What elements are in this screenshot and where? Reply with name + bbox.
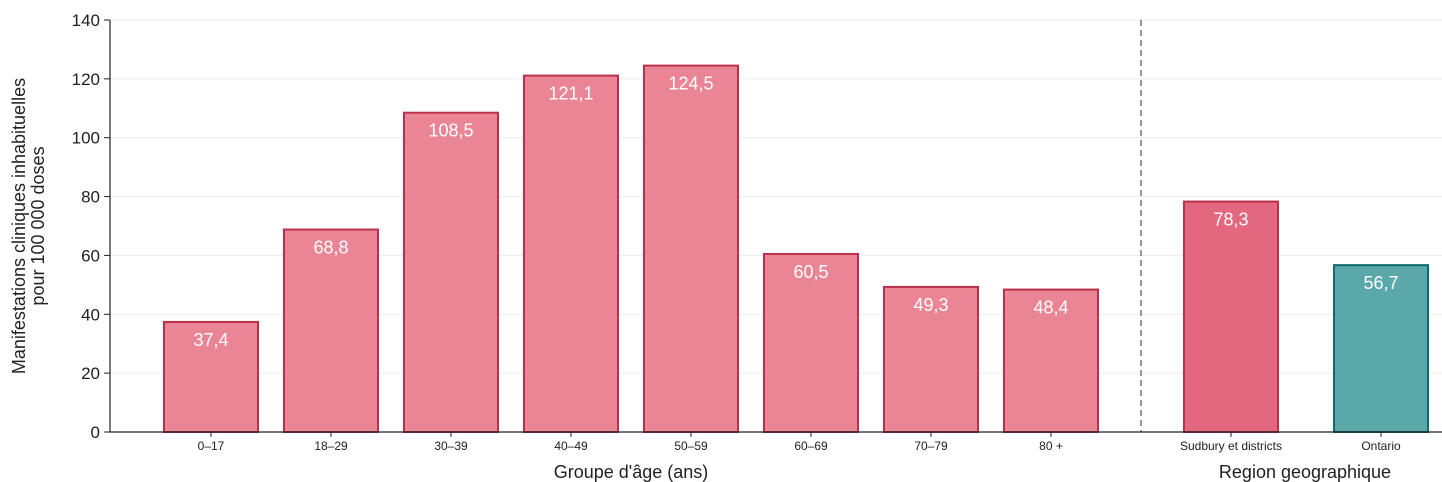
- bar-18–29: [283, 228, 379, 433]
- y-tick-label: 100: [72, 129, 100, 148]
- y-tick-label: 140: [72, 11, 100, 30]
- bars: 37,4 68,8 108,5 121,1 124,5 60,5 49,3 48,4 78,3 5…: [163, 64, 1429, 434]
- y-tick-label: 0: [91, 423, 100, 442]
- bar-value-label: 68,8: [313, 238, 348, 258]
- bar-60–69: [763, 252, 859, 433]
- bar-Sudbury et districts: [1183, 200, 1279, 433]
- y-tick-label: 80: [81, 188, 100, 207]
- bar-80 +: [1003, 288, 1099, 433]
- bar-value-label: 37,4: [193, 330, 228, 350]
- x-tick-label: 80 +: [1039, 439, 1063, 453]
- y-axis-title-line-1: Manifestations cliniques inhabituelles: [9, 78, 29, 374]
- bar-70–79: [883, 285, 979, 433]
- y-tick-label: 40: [81, 305, 100, 324]
- bar-50–59: [643, 64, 739, 433]
- x-tick-label: Sudbury et districts: [1180, 439, 1282, 453]
- bar-value-label: 60,5: [793, 262, 828, 282]
- bar-40–49: [523, 74, 619, 434]
- y-axis-title-line-2: pour 100 000 doses: [28, 146, 48, 305]
- bar-value-label: 121,1: [548, 84, 593, 104]
- y-tick-label: 20: [81, 364, 100, 383]
- y-tick-label: 120: [72, 70, 100, 89]
- bar-value-label: 124,5: [668, 74, 713, 94]
- x-tick-label: 60–69: [794, 439, 828, 453]
- bar-30–39: [403, 111, 499, 433]
- x-tick-label: 18–29: [314, 439, 348, 453]
- bar-value-label: 48,4: [1033, 298, 1068, 318]
- x-tick-label: Ontario: [1361, 439, 1401, 453]
- bar-value-label: 56,7: [1363, 273, 1398, 293]
- x-tick-label: 40–49: [554, 439, 588, 453]
- axes: 0 20 40 60 80 100 120 140 0–17 18–29 30–39 40–49 50–…: [72, 11, 1442, 453]
- bar-value-label: 108,5: [428, 121, 473, 141]
- x-tick-label: 50–59: [674, 439, 708, 453]
- x-tick-label: 0–17: [198, 439, 225, 453]
- bar-value-label: 78,3: [1213, 210, 1248, 230]
- bar-value-label: 49,3: [913, 295, 948, 315]
- bar-0–17: [163, 320, 259, 433]
- x-axis-title-age-group: Groupe d'âge (ans): [554, 462, 709, 482]
- x-tick-label: 70–79: [914, 439, 948, 453]
- x-tick-label: 30–39: [434, 439, 468, 453]
- x-axis-title-region: Region geographique: [1219, 462, 1391, 482]
- bar-Ontario: [1333, 264, 1429, 434]
- y-tick-label: 60: [81, 246, 100, 265]
